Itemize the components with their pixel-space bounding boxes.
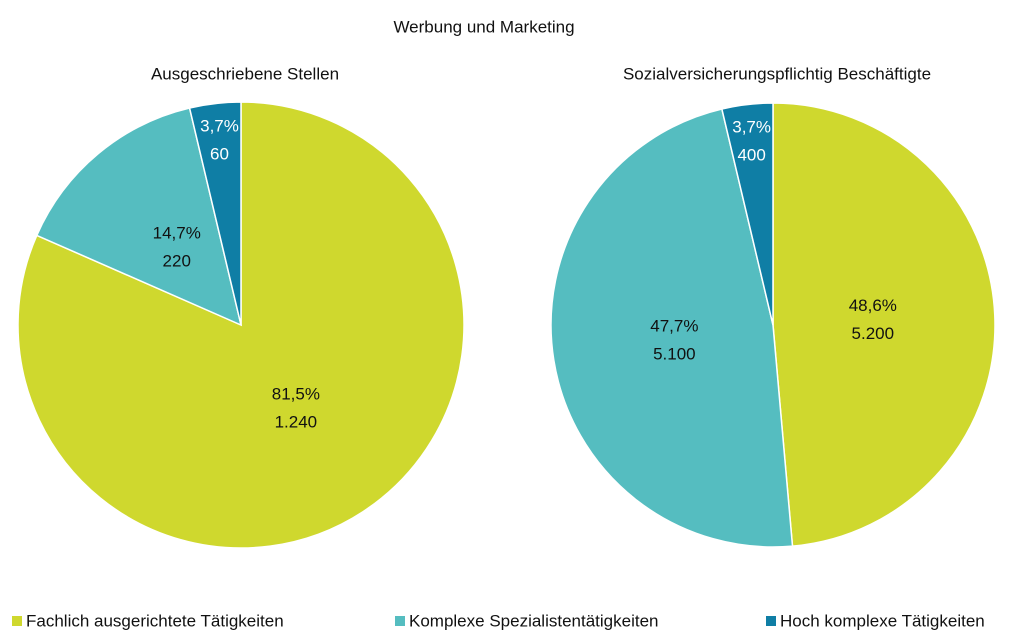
pie-slice	[35, 107, 243, 327]
legend-swatch	[395, 616, 405, 626]
slice-count: 60	[210, 145, 229, 164]
slice-percent: 81,5%	[272, 384, 320, 403]
slice-count: 5.200	[852, 324, 895, 343]
legend-label: Komplexe Spezialistentätigkeiten	[409, 611, 658, 630]
slice-count: 400	[737, 145, 765, 164]
legend-label: Fachlich ausgerichtete Tätigkeiten	[26, 611, 284, 630]
slice-count: 1.240	[275, 412, 318, 431]
chart-title: Ausgeschriebene Stellen	[151, 64, 339, 83]
legend-swatch	[766, 616, 776, 626]
main-title: Werbung und Marketing	[393, 17, 574, 36]
legend-swatch	[12, 616, 22, 626]
chart-title: Sozialversicherungspflichtig Beschäftigt…	[623, 64, 931, 83]
slice-percent: 3,7%	[732, 117, 771, 136]
pie-slice	[550, 108, 794, 548]
slice-percent: 48,6%	[849, 296, 897, 315]
pie-slice	[772, 102, 996, 547]
pie-slice	[720, 102, 774, 326]
slice-count: 220	[163, 251, 191, 270]
slice-count: 5.100	[653, 344, 696, 363]
slice-percent: 14,7%	[153, 223, 201, 242]
pie-slice	[188, 101, 242, 326]
slice-percent: 3,7%	[200, 117, 239, 136]
slice-percent: 47,7%	[650, 316, 698, 335]
legend-label: Hoch komplexe Tätigkeiten	[780, 611, 985, 630]
